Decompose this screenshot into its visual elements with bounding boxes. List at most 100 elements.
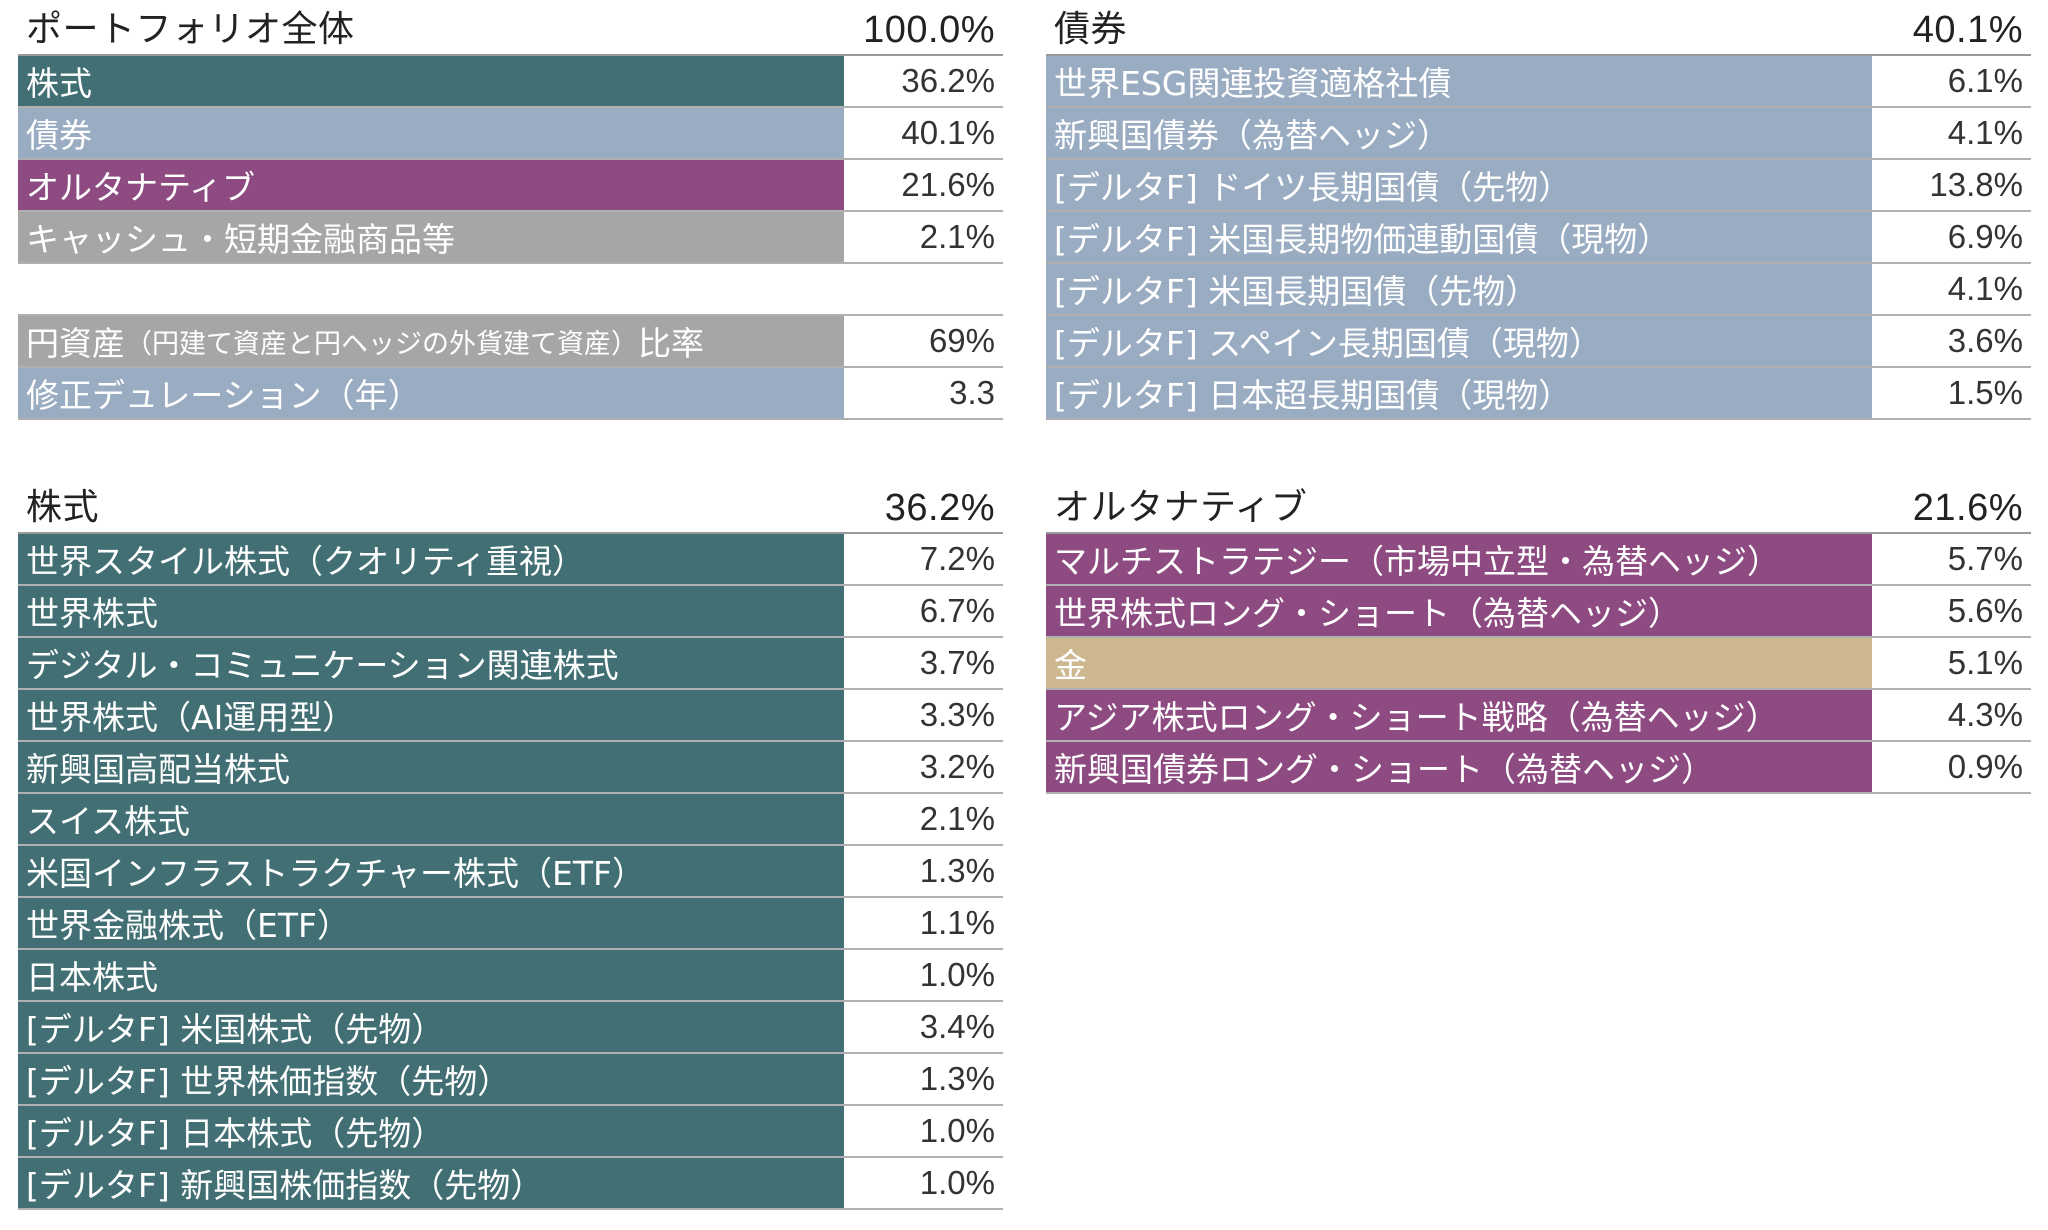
equities-row-value: 1.0% xyxy=(844,1158,1003,1208)
bonds-row: 新興国債券（為替ヘッジ） 4.1% xyxy=(1046,108,2031,160)
alternatives-header: オルタナティブ 21.6% xyxy=(1046,480,2031,534)
equities-row-label: 米国インフラストラクチャー株式（ETF） xyxy=(18,846,844,896)
bonds-row: 世界ESG関連投資適格社債 6.1% xyxy=(1046,56,2031,108)
alternatives-row-label: マルチストラテジー（市場中立型・為替ヘッジ） xyxy=(1046,534,1872,584)
blank-row xyxy=(18,264,1003,316)
portfolio-rows: 株式 36.2% 債券 40.1% オルタナティブ 21.6% キャッシュ・短期金融商品等 2… xyxy=(18,56,1003,264)
equities-row-value: 3.4% xyxy=(844,1002,1003,1052)
bonds-row: [デルタF] ドイツ長期国債（先物） 13.8% xyxy=(1046,160,2031,212)
portfolio-header: ポートフォリオ全体 100.0% xyxy=(18,2,1003,56)
bonds-row-value: 6.1% xyxy=(1872,56,2031,106)
equities-row: [デルタF] 米国株式（先物） 3.4% xyxy=(18,1002,1003,1054)
bonds-row-label: 新興国債券（為替ヘッジ） xyxy=(1046,108,1872,158)
yen-ratio-label: 円資産 （円建て資産と円ヘッジの外貨建て資産） 比率 xyxy=(18,316,844,366)
portfolio-row-value: 40.1% xyxy=(844,108,1003,158)
portfolio-row-label: オルタナティブ xyxy=(18,160,844,210)
equities-row: 新興国高配当株式 3.2% xyxy=(18,742,1003,794)
equities-row-label: 世界株式 xyxy=(18,586,844,636)
equities-row-value: 1.0% xyxy=(844,950,1003,1000)
equities-row: 米国インフラストラクチャー株式（ETF） 1.3% xyxy=(18,846,1003,898)
alternatives-row-label: 世界株式ロング・ショート（為替ヘッジ） xyxy=(1046,586,1872,636)
bonds-rows: 世界ESG関連投資適格社債 6.1% 新興国債券（為替ヘッジ） 4.1% [デルタF] … xyxy=(1046,56,2031,420)
bonds-row: [デルタF] スペイン長期国債（現物） 3.6% xyxy=(1046,316,2031,368)
equities-row-value: 7.2% xyxy=(844,534,1003,584)
equities-row-value: 3.7% xyxy=(844,638,1003,688)
alternatives-row: 世界株式ロング・ショート（為替ヘッジ） 5.6% xyxy=(1046,586,2031,638)
alternatives-row: マルチストラテジー（市場中立型・為替ヘッジ） 5.7% xyxy=(1046,534,2031,586)
equities-row-label: [デルタF] 新興国株価指数（先物） xyxy=(18,1158,844,1208)
equities-row-value: 1.1% xyxy=(844,898,1003,948)
equities-rows: 世界スタイル株式（クオリティ重視） 7.2% 世界株式 6.7% デジタル・コミュニケー… xyxy=(18,534,1003,1210)
equities-row-label: [デルタF] 米国株式（先物） xyxy=(18,1002,844,1052)
bonds-title: 債券 xyxy=(1054,9,1128,50)
equities-row-value: 3.2% xyxy=(844,742,1003,792)
equities-row: 日本株式 1.0% xyxy=(18,950,1003,1002)
alternatives-row-value: 5.7% xyxy=(1872,534,2031,584)
portfolio-row-label: 株式 xyxy=(18,56,844,106)
duration-label: 修正デュレーション（年） xyxy=(18,368,844,418)
bonds-row-value: 13.8% xyxy=(1872,160,2031,210)
portfolio-row-value: 2.1% xyxy=(844,212,1003,262)
yen-ratio-label-post: 比率 xyxy=(638,324,704,363)
equities-row: [デルタF] 世界株価指数（先物） 1.3% xyxy=(18,1054,1003,1106)
bonds-row-value: 6.9% xyxy=(1872,212,2031,262)
alternatives-row-value: 0.9% xyxy=(1872,742,2031,792)
equities-row: スイス株式 2.1% xyxy=(18,794,1003,846)
equities-row: 世界株式 6.7% xyxy=(18,586,1003,638)
equities-row-label: [デルタF] 世界株価指数（先物） xyxy=(18,1054,844,1104)
bonds-row: [デルタF] 日本超長期国債（現物） 1.5% xyxy=(1046,368,2031,420)
alternatives-rows: マルチストラテジー（市場中立型・為替ヘッジ） 5.7% 世界株式ロング・ショート（為… xyxy=(1046,534,2031,794)
equities-row-value: 2.1% xyxy=(844,794,1003,844)
bonds-row: [デルタF] 米国長期国債（先物） 4.1% xyxy=(1046,264,2031,316)
portfolio-row: キャッシュ・短期金融商品等 2.1% xyxy=(18,212,1003,264)
yen-ratio-value: 69% xyxy=(844,316,1003,366)
portfolio-total: 100.0% xyxy=(863,9,995,51)
equities-row-value: 1.0% xyxy=(844,1106,1003,1156)
equities-row: 世界スタイル株式（クオリティ重視） 7.2% xyxy=(18,534,1003,586)
portfolio-panel: ポートフォリオ全体 100.0% 株式 36.2% 債券 40.1% オルタナティブ 21… xyxy=(18,2,1003,420)
equities-row-label: 新興国高配当株式 xyxy=(18,742,844,792)
equities-row-value: 6.7% xyxy=(844,586,1003,636)
alternatives-row-label: 新興国債券ロング・ショート（為替ヘッジ） xyxy=(1046,742,1872,792)
equities-row-label: [デルタF] 日本株式（先物） xyxy=(18,1106,844,1156)
portfolio-row-label: キャッシュ・短期金融商品等 xyxy=(18,212,844,262)
portfolio-row-label: 債券 xyxy=(18,108,844,158)
alternatives-title: オルタナティブ xyxy=(1054,487,1308,528)
bonds-row: [デルタF] 米国長期物価連動国債（現物） 6.9% xyxy=(1046,212,2031,264)
bonds-row-value: 1.5% xyxy=(1872,368,2031,418)
bonds-row-label: [デルタF] スペイン長期国債（現物） xyxy=(1046,316,1872,366)
portfolio-title: ポートフォリオ全体 xyxy=(26,9,355,50)
equities-row: デジタル・コミュニケーション関連株式 3.7% xyxy=(18,638,1003,690)
equities-title: 株式 xyxy=(26,487,100,528)
equities-row: [デルタF] 新興国株価指数（先物） 1.0% xyxy=(18,1158,1003,1210)
alternatives-row-value: 5.1% xyxy=(1872,638,2031,688)
portfolio-row-value: 21.6% xyxy=(844,160,1003,210)
bonds-header: 債券 40.1% xyxy=(1046,2,2031,56)
alternatives-row: アジア株式ロング・ショート戦略（為替ヘッジ） 4.3% xyxy=(1046,690,2031,742)
equities-panel: 株式 36.2% 世界スタイル株式（クオリティ重視） 7.2% 世界株式 6.7% デジ… xyxy=(18,480,1003,1210)
equities-total: 36.2% xyxy=(884,487,995,529)
yen-ratio-label-pre: 円資産 xyxy=(26,324,125,363)
equities-row-value: 3.3% xyxy=(844,690,1003,740)
alternatives-row: 新興国債券ロング・ショート（為替ヘッジ） 0.9% xyxy=(1046,742,2031,794)
duration-value: 3.3 xyxy=(844,368,1003,418)
alternatives-row-value: 4.3% xyxy=(1872,690,2031,740)
equities-row-label: 日本株式 xyxy=(18,950,844,1000)
bonds-row-label: [デルタF] 日本超長期国債（現物） xyxy=(1046,368,1872,418)
bonds-row-value: 4.1% xyxy=(1872,264,2031,314)
alternatives-row: 金 5.1% xyxy=(1046,638,2031,690)
portfolio-row-value: 36.2% xyxy=(844,56,1003,106)
bonds-row-value: 4.1% xyxy=(1872,108,2031,158)
equities-row: 世界株式（AI運用型） 3.3% xyxy=(18,690,1003,742)
alternatives-total: 21.6% xyxy=(1912,487,2023,529)
equities-row: 世界金融株式（ETF） 1.1% xyxy=(18,898,1003,950)
bonds-row-label: 世界ESG関連投資適格社債 xyxy=(1046,56,1872,106)
yen-ratio-row: 円資産 （円建て資産と円ヘッジの外貨建て資産） 比率 69% xyxy=(18,316,1003,368)
equities-row-label: 世界株式（AI運用型） xyxy=(18,690,844,740)
equities-row-value: 1.3% xyxy=(844,846,1003,896)
alternatives-row-value: 5.6% xyxy=(1872,586,2031,636)
bonds-row-value: 3.6% xyxy=(1872,316,2031,366)
bonds-panel: 債券 40.1% 世界ESG関連投資適格社債 6.1% 新興国債券（為替ヘッジ） 4.… xyxy=(1046,2,2031,420)
yen-ratio-label-note: （円建て資産と円ヘッジの外貨建て資産） xyxy=(125,328,638,360)
equities-row-label: スイス株式 xyxy=(18,794,844,844)
